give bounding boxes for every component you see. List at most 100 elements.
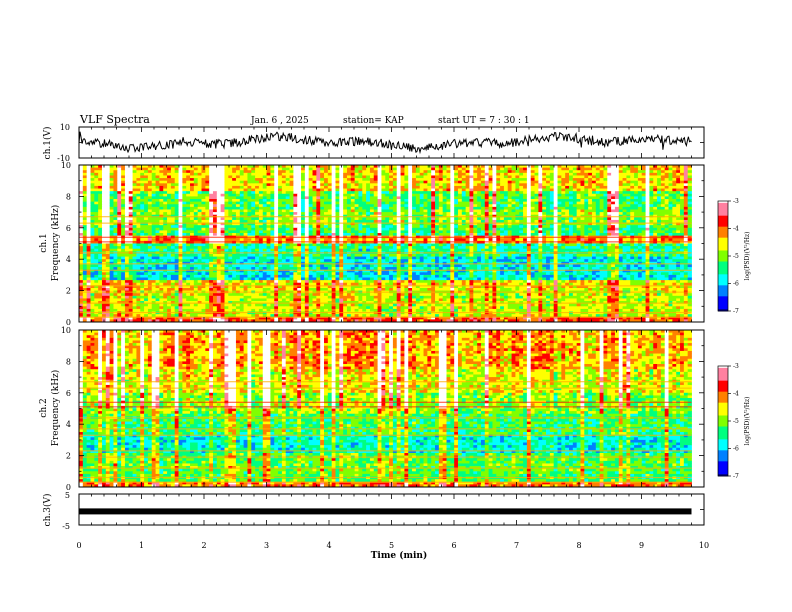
- spectrogram-cell: [584, 222, 589, 226]
- spectrogram-cell: [511, 167, 516, 171]
- spectrogram-cell: [228, 209, 233, 213]
- spectrogram-cell: [454, 167, 459, 171]
- spectrogram-cell: [588, 196, 593, 200]
- spectrogram-cell: [427, 178, 432, 182]
- spectrogram-cell: [530, 209, 535, 213]
- spectrogram-cell: [465, 227, 470, 231]
- spectrogram-cell: [266, 201, 271, 205]
- spectrogram-cell: [511, 233, 516, 237]
- spectrogram-cell: [500, 217, 505, 221]
- spectrogram-cell: [239, 196, 245, 200]
- spectrogram-cell: [565, 167, 570, 171]
- spectrogram-cell: [167, 214, 172, 218]
- spectrogram-cell: [373, 165, 378, 169]
- spectrogram-cell: [105, 170, 111, 174]
- spectrogram-cell: [626, 201, 631, 205]
- spectrogram-cell: [454, 178, 459, 182]
- spectrogram-cell: [377, 209, 382, 213]
- spectrogram-cell: [542, 222, 547, 226]
- spectrogram-cell: [618, 165, 623, 169]
- spectrogram-cell: [683, 209, 689, 213]
- spectrogram-cell: [626, 183, 631, 187]
- spectrogram-cell: [446, 212, 451, 216]
- spectrogram-cell: [389, 185, 394, 189]
- spectrogram-cell: [144, 175, 149, 179]
- spectrogram-cell: [500, 172, 505, 176]
- spectrogram-cell: [350, 199, 356, 203]
- spectrogram-cell: [136, 230, 141, 234]
- spectrogram-cell: [182, 199, 187, 203]
- spectrogram-cell: [664, 199, 669, 203]
- spectrogram-cell: [645, 227, 650, 231]
- spectrogram-cell: [155, 206, 160, 210]
- spectrogram-cell: [205, 180, 210, 184]
- spectrogram-cell: [193, 188, 199, 192]
- spectrogram-cell: [415, 233, 421, 237]
- spectrogram-cell: [549, 225, 555, 229]
- spectrogram-cell: [687, 219, 692, 223]
- spectrogram-cell: [163, 204, 168, 208]
- spectrogram-cell: [488, 185, 493, 189]
- spectrogram-cell: [607, 204, 612, 208]
- spectrogram-cell: [473, 178, 478, 182]
- spectrogram-cell: [454, 175, 459, 179]
- spectrogram-cell: [687, 188, 692, 192]
- spectrogram-cell: [224, 175, 229, 179]
- spectrogram-cell: [193, 225, 199, 229]
- spectrogram-cell: [400, 222, 405, 226]
- spectrogram-cell: [201, 225, 206, 229]
- spectrogram-cell: [251, 214, 256, 218]
- spectrogram-cell: [412, 170, 417, 174]
- spectrogram-cell: [94, 204, 99, 208]
- spectrogram-cell: [335, 243, 340, 247]
- spectrogram-cell: [599, 230, 604, 234]
- spectrogram-cell: [591, 222, 597, 226]
- spectrogram-cell: [415, 225, 421, 229]
- spectrogram-cell: [186, 191, 191, 195]
- spectrogram-cell: [205, 222, 210, 226]
- spectrogram-cell: [140, 196, 145, 200]
- spectrogram-cell: [389, 233, 394, 237]
- spectrogram-cell: [680, 193, 685, 197]
- spectrogram-cell: [147, 225, 153, 229]
- spectrogram-cell: [373, 206, 378, 210]
- spectrogram-cell: [477, 188, 482, 192]
- spectrogram-cell: [327, 167, 333, 171]
- spectrogram-cell: [630, 199, 635, 203]
- spectrogram-cell: [324, 214, 329, 218]
- spectrogram-cell: [595, 193, 601, 197]
- spectrogram-cell: [465, 238, 470, 242]
- spectrogram-cell: [151, 206, 156, 210]
- spectrogram-cell: [301, 243, 306, 247]
- spectrogram-cell: [515, 185, 520, 189]
- spectrogram-cell: [193, 217, 199, 221]
- spectrogram-cell: [519, 214, 524, 218]
- spectrogram-cell: [595, 170, 601, 174]
- spectrogram-cell: [235, 175, 241, 179]
- spectrogram-cell: [588, 191, 593, 195]
- spectrogram-cell: [511, 201, 516, 205]
- spectrogram-cell: [101, 219, 107, 223]
- spectrogram-cell: [335, 212, 340, 216]
- spectrogram-cell: [124, 233, 130, 237]
- spectrogram-cell: [657, 217, 662, 221]
- spectrogram-cell: [155, 217, 160, 221]
- spectrogram-cell: [526, 191, 532, 195]
- spectrogram-cell: [469, 183, 474, 187]
- spectrogram-cell: [232, 185, 237, 189]
- spectrogram-cell: [588, 185, 593, 189]
- spectrogram-cell: [389, 238, 394, 242]
- spectrogram-cell: [630, 230, 635, 234]
- spectrogram-cell: [515, 222, 520, 226]
- spectrogram-cell: [484, 165, 490, 169]
- spectrogram-cell: [274, 167, 279, 171]
- spectrogram-cell: [297, 212, 302, 216]
- spectrogram-cell: [144, 225, 149, 229]
- spectrogram-cell: [182, 238, 187, 242]
- spectrogram-cell: [435, 230, 440, 234]
- spectrogram-cell: [412, 180, 417, 184]
- spectrogram-cell: [285, 193, 290, 197]
- spectrogram-cell: [331, 238, 336, 242]
- spectrogram-cell: [167, 227, 172, 231]
- spectrogram-cell: [346, 204, 352, 208]
